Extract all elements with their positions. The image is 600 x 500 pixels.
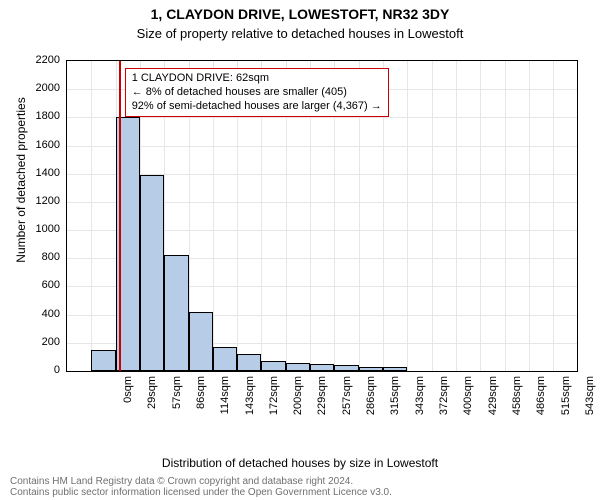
bar: [286, 363, 310, 371]
bar: [237, 354, 261, 371]
x-tick: 543sqm: [584, 376, 600, 436]
bar: [334, 365, 358, 371]
annotation-line-3: 92% of semi-detached houses are larger (…: [132, 100, 382, 114]
y-tick: 400: [0, 308, 60, 320]
gridline-v: [407, 61, 408, 371]
gridline-h: [67, 146, 577, 147]
annotation-box: 1 CLAYDON DRIVE: 62sqm ← 8% of detached …: [125, 68, 389, 117]
y-tick: 600: [0, 279, 60, 291]
footer-line-2: Contains public sector information licen…: [10, 487, 392, 498]
y-tick: 1600: [0, 139, 60, 151]
y-tick: 200: [0, 336, 60, 348]
bar: [383, 367, 407, 371]
bar: [261, 361, 285, 371]
y-tick: 1200: [0, 195, 60, 207]
bar: [140, 175, 164, 371]
gridline-v: [529, 61, 530, 371]
gridline-v: [480, 61, 481, 371]
gridline-v: [456, 61, 457, 371]
bar: [189, 312, 213, 371]
y-tick: 2000: [0, 82, 60, 94]
y-tick: 1800: [0, 110, 60, 122]
gridline-v: [505, 61, 506, 371]
annotation-line-2: ← 8% of detached houses are smaller (405…: [132, 86, 382, 100]
bar: [359, 367, 383, 371]
reference-line: [119, 61, 121, 371]
bar: [213, 347, 237, 371]
y-tick: 1400: [0, 167, 60, 179]
page-title: 1, CLAYDON DRIVE, LOWESTOFT, NR32 3DY: [0, 6, 600, 22]
bar: [310, 364, 334, 371]
footer-line-1: Contains HM Land Registry data © Crown c…: [10, 476, 392, 487]
gridline-h: [67, 117, 577, 118]
page-subtitle: Size of property relative to detached ho…: [0, 26, 600, 41]
bar: [91, 350, 115, 371]
bar: [164, 255, 188, 371]
y-tick: 2200: [0, 54, 60, 66]
y-tick: 1000: [0, 223, 60, 235]
footer: Contains HM Land Registry data © Crown c…: [10, 476, 392, 498]
page: 1, CLAYDON DRIVE, LOWESTOFT, NR32 3DY Si…: [0, 0, 600, 500]
annotation-line-1: 1 CLAYDON DRIVE: 62sqm: [132, 72, 382, 86]
gridline-v: [553, 61, 554, 371]
gridline-v: [91, 61, 92, 371]
x-axis-label: Distribution of detached houses by size …: [0, 456, 600, 470]
y-tick: 0: [0, 364, 60, 376]
gridline-v: [432, 61, 433, 371]
y-tick: 800: [0, 251, 60, 263]
